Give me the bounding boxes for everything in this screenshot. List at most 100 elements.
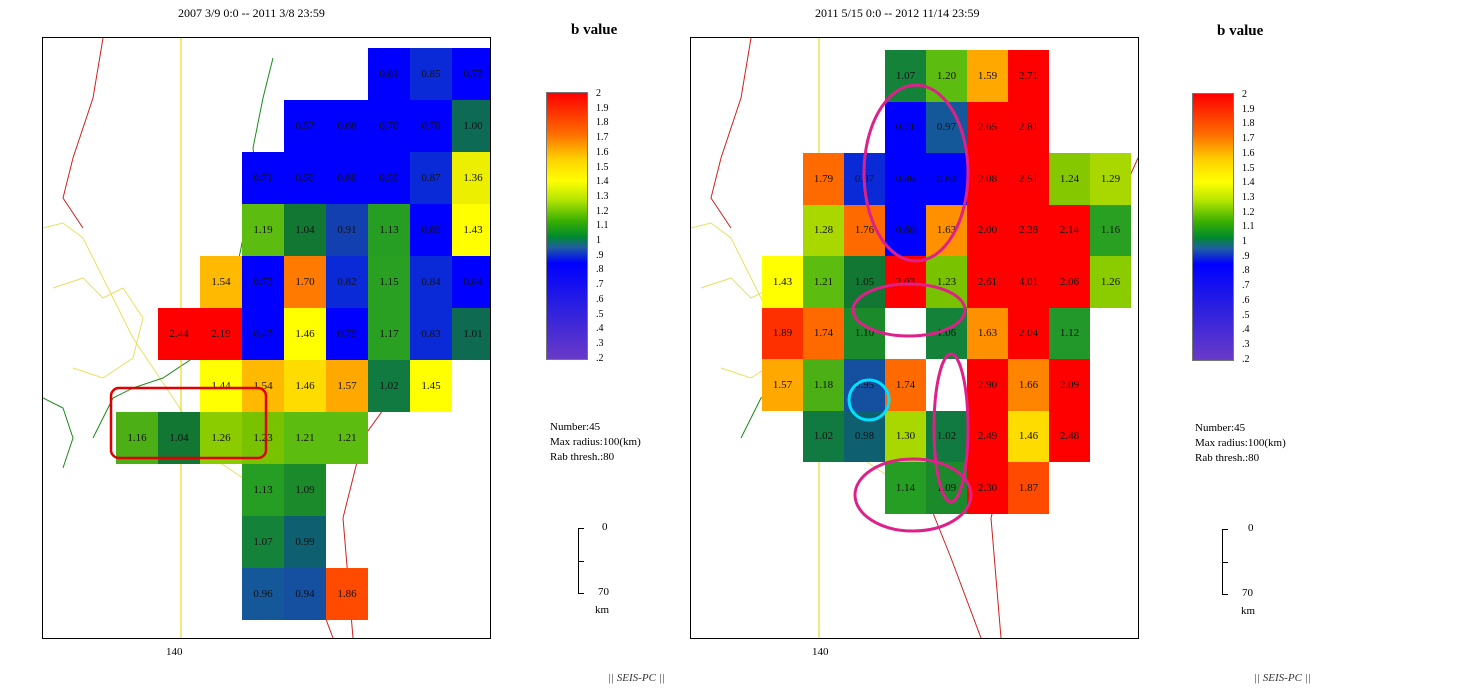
grid-cell: 1.46: [284, 308, 326, 360]
colorbar-tick-label: .5: [1242, 309, 1250, 321]
cell-value: 1.16: [1100, 224, 1121, 237]
grid-cell: 2.81: [1008, 101, 1049, 153]
colorbar-tick-label: 2: [1242, 89, 1247, 100]
cell-value: 1.15: [379, 276, 399, 288]
grid-cell: 1.13: [368, 204, 410, 256]
grid-cell: 4.01: [1008, 256, 1049, 308]
cell-value: 1.13: [253, 484, 273, 496]
cell-value: 0.84: [421, 276, 441, 288]
cell-value: 1.70: [295, 276, 315, 288]
scale-bottom-label: 70: [598, 586, 609, 598]
cell-value: 1.20: [936, 69, 957, 82]
colorbar-tick-label: .4: [596, 323, 604, 335]
grid-cell: 0.71: [242, 152, 284, 204]
grid-cell: 0.84: [452, 256, 490, 308]
colorbar-tick-label: .2: [1242, 353, 1250, 365]
grid-cell: 0.70: [368, 100, 410, 152]
cell-value: 1.45: [421, 380, 441, 392]
grid-cell: 1.19: [242, 204, 284, 256]
colorbar-tick-label: 1.2: [1242, 206, 1255, 218]
grid-cell: 1.43: [452, 204, 490, 256]
cell-value: 2.30: [977, 481, 998, 494]
grid-cell: 1.43: [762, 256, 803, 308]
cell-value: 2.08: [977, 172, 998, 185]
cell-value: 0.76: [421, 120, 441, 132]
cell-value: 2.04: [1018, 327, 1039, 340]
grid-cell: 0.85: [410, 48, 452, 100]
grid-cell: 0.79: [326, 308, 368, 360]
grid-cell: 0.87: [410, 152, 452, 204]
cell-value: 1.07: [895, 69, 916, 82]
cell-value: 1.10: [854, 327, 875, 340]
colorbar-tick-label: .2: [596, 352, 604, 364]
cell-value: 1.01: [463, 328, 483, 340]
params-2: Number:45 Max radius:100(km) Rab thresh.…: [1195, 421, 1286, 466]
cell-value: 1.43: [463, 224, 483, 236]
cell-value: 2.61: [977, 275, 998, 288]
grid-cell: 0.76: [410, 100, 452, 152]
grid-cell: 2.04: [1008, 307, 1049, 359]
cell-value: 0.57: [295, 120, 315, 132]
grid-cell: 1.24: [1049, 153, 1090, 205]
grid-cell: 1.02: [803, 410, 844, 462]
cell-value: 1.30: [895, 430, 916, 443]
colorbar-tick-label: 1: [596, 235, 601, 246]
grid-cell: 1.66: [1008, 359, 1049, 411]
grid-cell: 1.59: [967, 50, 1008, 102]
cell-value: 2.51: [1018, 172, 1039, 185]
colorbar-tick-label: 1.7: [1242, 133, 1255, 145]
cell-value: 1.36: [463, 172, 483, 184]
cell-value: 0.85: [421, 68, 441, 80]
colorbar-tick-label: .8: [1242, 265, 1250, 277]
cell-value: 1.74: [813, 327, 834, 340]
grid-cell: 1.26: [1090, 256, 1131, 308]
colorbar-tick-label: .7: [596, 279, 604, 291]
grid-cell: 2.44: [158, 308, 200, 360]
cell-value: 2.19: [211, 328, 231, 340]
colorbar-2: [1192, 93, 1234, 361]
grid-cell: 1.54: [200, 256, 242, 308]
colorbar-tick-label: .3: [596, 337, 604, 349]
grid-cell: 1.30: [885, 410, 926, 462]
grid-cell: 1.16: [1090, 204, 1131, 256]
colorbar-tick-label: 1.7: [596, 132, 609, 144]
grid-cell: 0.71: [885, 101, 926, 153]
cell-value: 1.89: [772, 327, 793, 340]
grid-cell: 1.89: [762, 307, 803, 359]
cell-value: 1.02: [936, 430, 957, 443]
grid-cell: 1.21: [284, 412, 326, 464]
highlight-ellipse: [853, 457, 973, 533]
highlight-ellipse: [932, 352, 970, 504]
cell-value: 0.47: [253, 328, 273, 340]
grid-cell: 2.00: [967, 204, 1008, 256]
grid-cell: 0.86: [885, 153, 926, 205]
colorbar-tick-label: 1.8: [1242, 118, 1255, 130]
params-1: Number:45 Max radius:100(km) Rab thresh.…: [550, 420, 641, 465]
cell-value: 1.63: [936, 224, 957, 237]
cell-value: 0.68: [337, 172, 357, 184]
colorbar-tick-label: .9: [1242, 250, 1250, 262]
cell-value: 1.13: [379, 224, 399, 236]
grid-cell: 1.14: [885, 462, 926, 514]
grid-cell: 1.20: [926, 50, 967, 102]
cell-value: 0.70: [379, 120, 399, 132]
highlight-ellipse: [851, 282, 967, 338]
grid-cell: 1.26: [200, 412, 242, 464]
map-panel-1: 0.81 0.85 0.73 0.57 0.66 0.70 0.76 1.00 0.83 0.71…: [42, 37, 491, 639]
cell-value: 0.66: [337, 120, 357, 132]
cell-value: 1.23: [936, 275, 957, 288]
grid-cell: 1.57: [326, 360, 368, 412]
cell-value: 2.81: [1018, 121, 1039, 134]
grid-cell: 1.02: [368, 360, 410, 412]
cell-value: 0.71: [895, 121, 916, 134]
grid-cell: 0.80: [926, 153, 967, 205]
colorbar-tick-label: 1.4: [596, 176, 609, 188]
grid-cell: 2.51: [1008, 153, 1049, 205]
cell-value: 1.57: [337, 380, 357, 392]
scale-unit-label: km: [595, 604, 610, 616]
grid-cell: 1.21: [803, 256, 844, 308]
grid-cell: 0.59: [284, 152, 326, 204]
colorbar-tick-label: .8: [596, 264, 604, 276]
grid-cell: 2.08: [967, 153, 1008, 205]
cell-value: 2.44: [169, 328, 189, 340]
